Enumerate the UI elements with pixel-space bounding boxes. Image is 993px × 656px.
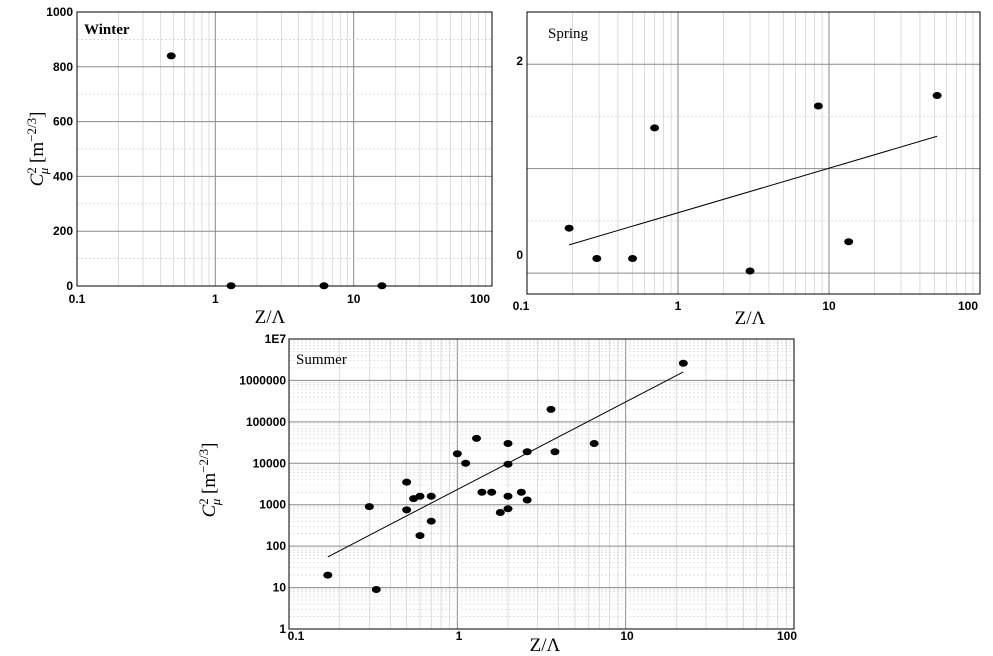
summer-data-point (550, 448, 560, 456)
winter-y-tick-label: 800 (53, 60, 73, 74)
summer-y-tick-label: 1000000 (239, 373, 286, 387)
summer-y-tick-label: 1000 (259, 498, 286, 512)
winter-data-points (166, 52, 387, 290)
summer-data-point (678, 359, 688, 367)
spring-panel-label: Spring (548, 26, 589, 42)
summer-x-axis-label: Z/Λ (530, 635, 561, 656)
winter-x-tick-label: 10 (347, 292, 361, 306)
summer-y-axis-label: C2μ [m−2/3] (196, 443, 223, 518)
spring-x-tick-label: 100 (958, 299, 978, 313)
summer-y-tick-labels: 1 10 100 1000 10000 100000 1000000 1E7 (239, 332, 286, 636)
winter-data-point (319, 282, 329, 290)
summer-y-tick-label: 100 (266, 539, 286, 553)
summer-plot-frame (288, 338, 795, 630)
summer-panel-label: Summer (296, 352, 347, 368)
winter-data-point (377, 282, 387, 290)
winter-y-tick-label: 0 (66, 279, 73, 293)
winter-y-tick-label: 600 (53, 115, 73, 129)
summer-y-tick-label: 1 (279, 622, 286, 636)
spring-y-tick-label: 0 (516, 248, 523, 262)
winter-x-tick-label: 1 (212, 292, 219, 306)
summer-data-point (503, 440, 513, 448)
spring-x-tick-label: 10 (822, 299, 836, 313)
spring-fit-line (568, 135, 938, 246)
summer-x-tick-label: 0.1 (288, 629, 305, 643)
summer-y-tick-label: 100000 (246, 415, 286, 429)
summer-data-points (323, 359, 688, 593)
winter-y-tick-label: 1000 (46, 5, 73, 19)
spring-x-tick-labels: 0.1 1 10 100 (513, 299, 979, 313)
summer-data-point (503, 492, 513, 500)
winter-data-point (166, 52, 176, 60)
summer-x-tick-labels: 0.1 1 10 100 (288, 629, 798, 643)
summer-data-point (323, 571, 333, 579)
summer-data-point (402, 506, 412, 514)
summer-y-tick-label: 1E7 (265, 332, 287, 346)
spring-y-tick-label: 2 (516, 54, 523, 68)
summer-data-point (415, 492, 425, 500)
winter-panel-label: Winter (84, 22, 130, 38)
summer-x-tick-label: 10 (620, 629, 634, 643)
spring-x-tick-label: 0.1 (513, 299, 530, 313)
summer-y-tick-label: 10 (273, 581, 287, 595)
spring-panel: Spring 0.1 1 10 100 0 2 Z/Λ (513, 11, 981, 329)
summer-grid (288, 339, 794, 630)
summer-data-point (503, 460, 513, 468)
summer-data-point (472, 434, 482, 442)
spring-data-point (844, 238, 854, 246)
winter-data-point (226, 282, 236, 290)
summer-data-point (402, 478, 412, 486)
spring-data-point (564, 224, 574, 232)
spring-data-point (628, 254, 638, 262)
spring-grid (526, 11, 980, 294)
summer-data-point (426, 517, 436, 525)
spring-data-points (564, 92, 942, 275)
winter-plot-frame (76, 11, 493, 287)
winter-x-tick-labels: 0.1 1 10 100 (69, 292, 491, 306)
spring-data-point (813, 102, 823, 110)
spring-y-tick-labels: 0 2 (516, 54, 523, 262)
summer-data-point (546, 405, 556, 413)
spring-data-point (650, 124, 660, 132)
winter-y-tick-label: 200 (53, 224, 73, 238)
summer-data-point (452, 450, 462, 458)
spring-data-point (745, 267, 755, 275)
winter-panel: Winter 0.1 1 10 100 0 200 400 600 800 10… (24, 5, 493, 328)
spring-data-point (592, 254, 602, 262)
summer-data-point (364, 503, 374, 511)
winter-y-tick-labels: 0 200 400 600 800 1000 (46, 5, 73, 293)
summer-data-point (461, 459, 471, 467)
summer-x-tick-label: 1 (456, 629, 463, 643)
spring-x-axis-label: Z/Λ (735, 308, 766, 329)
winter-x-tick-label: 100 (470, 292, 490, 306)
winter-grid (76, 11, 492, 287)
winter-x-tick-label: 0.1 (69, 292, 86, 306)
winter-x-axis-label: Z/Λ (255, 307, 286, 328)
summer-data-point (516, 488, 526, 496)
summer-data-point (522, 448, 532, 456)
winter-y-tick-label: 400 (53, 169, 73, 183)
summer-panel: Summer 0.1 1 10 100 1 10 100 1000 10000 … (196, 332, 797, 656)
summer-data-point (426, 492, 436, 500)
spring-x-tick-label: 1 (675, 299, 682, 313)
summer-data-point (477, 488, 487, 496)
spring-data-point (932, 92, 942, 100)
summer-y-tick-label: 10000 (253, 456, 287, 470)
summer-data-point (487, 488, 497, 496)
summer-data-point (371, 585, 381, 593)
summer-data-point (495, 508, 505, 516)
summer-data-point (589, 440, 599, 448)
summer-x-tick-label: 100 (777, 629, 797, 643)
winter-y-axis-label: C2μ [m−2/3] (24, 112, 51, 187)
spring-fit-line-segment (568, 135, 938, 246)
summer-data-point (503, 505, 513, 513)
spring-plot-frame (526, 11, 981, 295)
summer-data-point (415, 532, 425, 540)
summer-data-point (522, 496, 532, 504)
